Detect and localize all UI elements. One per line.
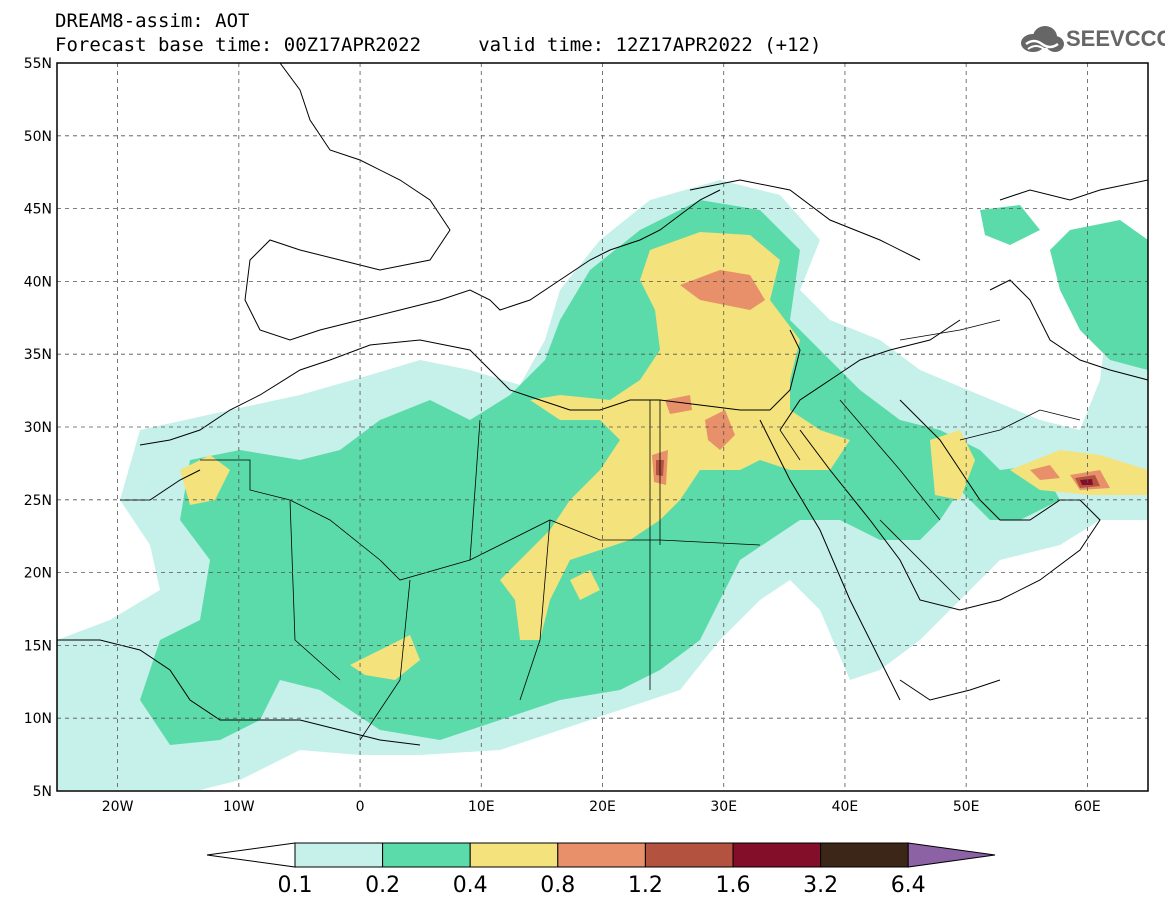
aot-level-0.2	[980, 205, 1040, 245]
lat-tick-label: 15N	[24, 638, 52, 654]
colorbar-level-label: 0.1	[278, 873, 313, 898]
colorbar-level-label: 0.4	[453, 873, 488, 898]
lon-tick-label: 40E	[832, 799, 859, 815]
lon-tick-label: 60E	[1074, 799, 1101, 815]
logo-text: SEEVCCC	[1066, 26, 1165, 51]
forecast-time-subtitle: Forecast base time: 00Z17APR2022 valid t…	[55, 34, 822, 56]
aot-level-0.8	[1030, 465, 1060, 480]
colorbar-min-extension	[206, 842, 296, 868]
aot-level-0.4	[930, 430, 975, 500]
colorbar-bin	[557, 842, 646, 868]
map-title: DREAM8-assim: AOT	[55, 10, 250, 32]
colorbar-level-label: 0.2	[365, 873, 400, 898]
lat-tick-label: 35N	[24, 347, 52, 363]
aot-level-0.4	[570, 570, 600, 600]
aot-level-0.4	[180, 455, 230, 505]
lat-tick-label: 25N	[24, 493, 52, 509]
lat-tick-label: 20N	[24, 566, 52, 582]
country-borders	[200, 319, 1081, 741]
colorbar-max-extension	[907, 842, 996, 868]
lat-tick-label: 45N	[24, 202, 52, 218]
lon-tick-label: 20W	[102, 799, 134, 815]
aot-level-1.6	[1080, 479, 1093, 485]
lat-tick-label: 5N	[33, 784, 52, 800]
aot-level-0.8	[680, 270, 765, 310]
map-grid	[57, 63, 1148, 791]
lat-tick-label: 50N	[24, 129, 52, 145]
colorbar-bin	[382, 842, 471, 868]
lon-tick-label: 30E	[710, 799, 737, 815]
aot-level-0.8	[705, 410, 735, 450]
colorbar-level-label: 3.2	[803, 873, 838, 898]
colorbar-bin	[820, 842, 909, 868]
aot-level-0.4	[350, 635, 420, 680]
cloud-icon	[1021, 26, 1064, 52]
lat-tick-label: 40N	[24, 274, 52, 290]
lat-tick-label: 30N	[24, 420, 52, 436]
coastlines	[57, 63, 1148, 746]
lat-tick-label: 55N	[24, 56, 52, 72]
lon-tick-label: 10E	[468, 799, 495, 815]
map-frame	[56, 62, 1149, 792]
colorbar-level-label: 6.4	[891, 873, 926, 898]
colorbar-level-label: 1.2	[628, 873, 663, 898]
aot-level-0.4	[1010, 450, 1148, 495]
colorbar-bin	[469, 842, 559, 868]
lon-tick-label: 20E	[589, 799, 616, 815]
aot-level-0.2	[1050, 220, 1148, 370]
lon-tick-label: 50E	[953, 799, 980, 815]
lat-tick-label: 10N	[24, 711, 52, 727]
colorbar-bin	[644, 842, 734, 868]
aot-level-0.8	[665, 395, 692, 414]
lon-tick-label: 10W	[223, 799, 255, 815]
aot-level-0.4	[500, 232, 850, 640]
lon-tick-label: 0	[356, 799, 365, 815]
colorbar-level-label: 0.8	[540, 873, 575, 898]
colorbar-bin	[732, 842, 822, 868]
colorbar-bin	[294, 842, 384, 868]
seevccc-logo: SEEVCCC	[1018, 24, 1165, 54]
colorbar-level-label: 1.6	[716, 873, 751, 898]
